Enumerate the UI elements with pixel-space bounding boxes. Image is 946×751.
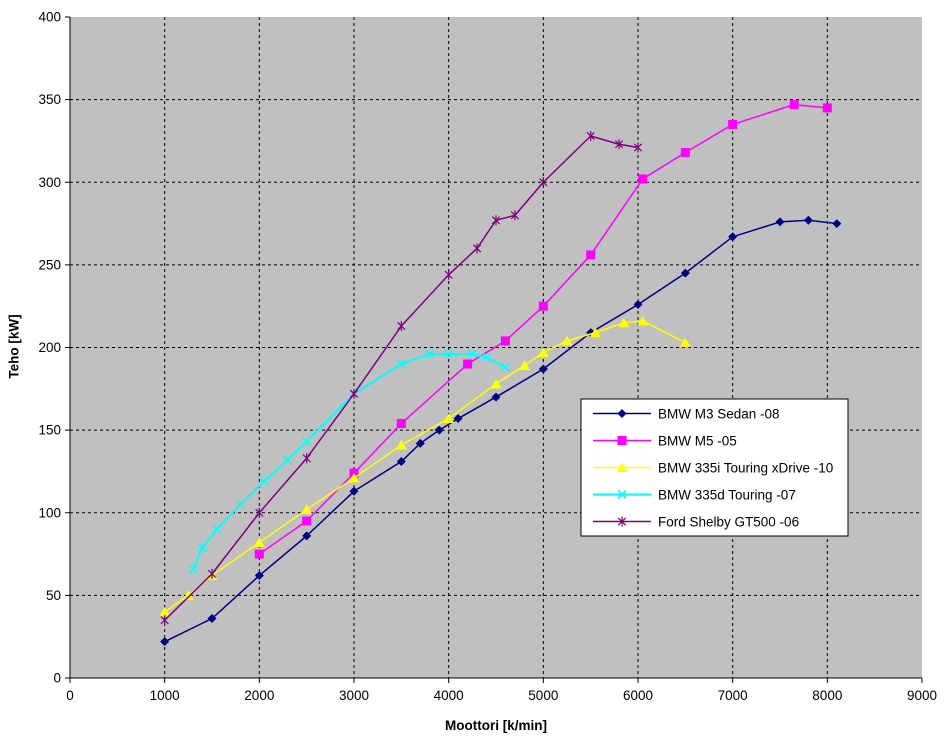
legend-item-bmw-335d-touring-07: BMW 335d Touring -07 [593,488,796,503]
x-tick-label: 9000 [907,688,937,703]
x-tick-label: 7000 [718,688,748,703]
legend-label: BMW M5 -05 [658,434,737,449]
legend-label: BMW M3 Sedan -08 [658,407,780,422]
x-tick-label: 6000 [623,688,653,703]
x-axis-title: Moottori [k/min] [445,718,547,733]
series-ford-shelby-gt500-06 [160,130,643,626]
legend-label: BMW 335d Touring -07 [658,488,796,503]
legend-item-bmw-m3-sedan-08: BMW M3 Sedan -08 [593,407,780,422]
series-bmw-m3-sedan-08 [160,215,842,647]
legend-item-bmw-m5-05: BMW M5 -05 [593,434,737,449]
x-tick-label: 2000 [244,688,274,703]
x-tick-label: 0 [66,688,74,703]
legend-item-ford-shelby-gt500-06: Ford Shelby GT500 -06 [593,515,799,530]
legend-label: BMW 335i Touring xDrive -10 [658,461,833,476]
y-tick-label: 50 [46,588,61,603]
y-tick-label: 250 [38,257,61,272]
y-axis: 0 50 100 150 200 250 300 350 400 [38,10,70,686]
y-axis-title: Teho [kW] [6,314,22,379]
x-tick-label: 5000 [528,688,558,703]
y-tick-label: 100 [38,505,61,520]
series-bmw-335i-touring-xdrive-10 [159,316,691,617]
x-tick-label: 1000 [150,688,180,703]
y-tick-label: 0 [53,671,61,686]
y-tick-label: 300 [38,175,61,190]
x-axis: 0 1000 2000 3000 4000 5000 6000 7000 8000 9000 [66,678,937,703]
legend-label: Ford Shelby GT500 -06 [658,515,799,530]
x-tick-label: 3000 [339,688,369,703]
legend: BMW M3 Sedan -08 BMW M5 -05 BMW 335i Touri… [580,398,849,537]
y-tick-label: 400 [38,10,61,25]
y-tick-label: 350 [38,92,61,107]
y-tick-label: 200 [38,340,61,355]
x-tick-label: 4000 [434,688,464,703]
x-tick-label: 8000 [812,688,842,703]
y-tick-label: 150 [38,423,61,438]
legend-item-bmw-335i-touring-xdrive-10: BMW 335i Touring xDrive -10 [593,461,833,476]
